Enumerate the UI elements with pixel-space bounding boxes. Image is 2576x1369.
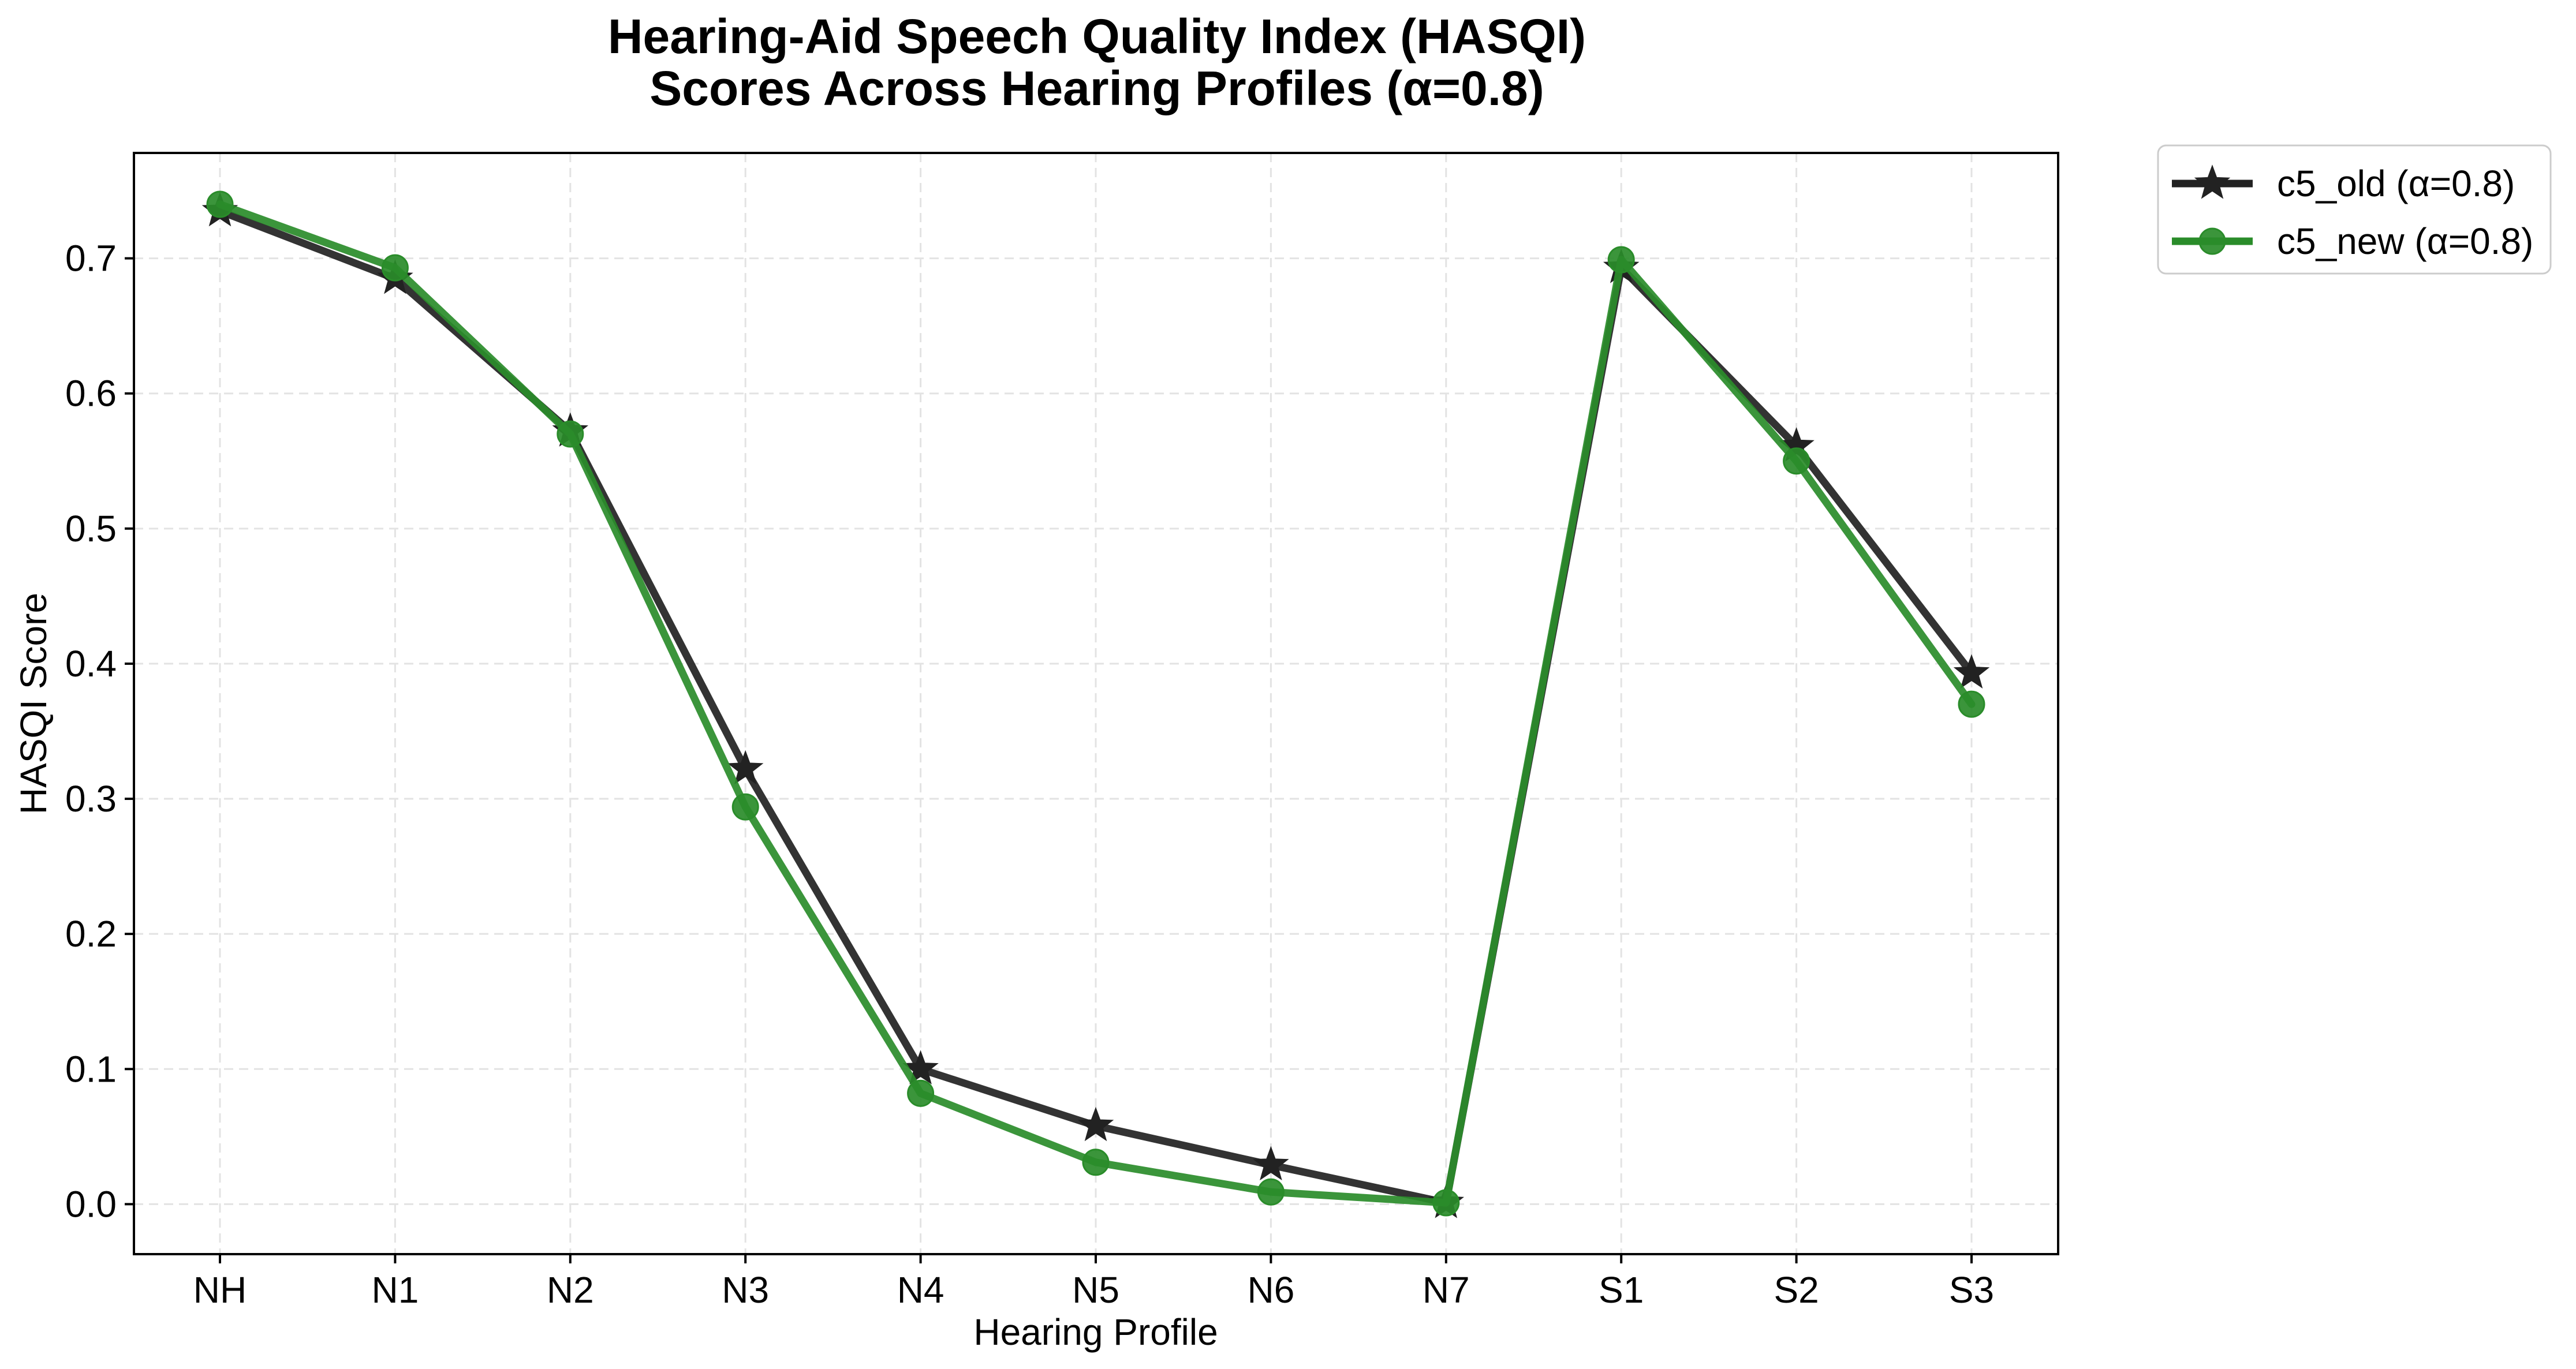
y-tick-label: 0.1 [65, 1048, 117, 1090]
legend: c5_old (α=0.8) c5_new (α=0.8) [2157, 144, 2552, 275]
x-tick-label: S1 [1599, 1269, 1644, 1311]
x-tick-label: S2 [1774, 1269, 1819, 1311]
y-tick-label: 0.0 [65, 1183, 117, 1225]
series-lines [201, 190, 1990, 1218]
x-axis-label: Hearing Profile [973, 1311, 1218, 1353]
y-tick-label: 0.4 [65, 643, 117, 684]
x-tick-label: N2 [547, 1269, 594, 1311]
x-tick-label: NH [193, 1269, 247, 1311]
series-star [201, 192, 1990, 1218]
data-point-star [1953, 654, 1990, 689]
legend-box [2157, 144, 2552, 275]
x-tick-label: N3 [722, 1269, 769, 1311]
legend-marker-circle [2198, 227, 2226, 255]
y-tick-label: 0.5 [65, 508, 117, 549]
data-point-circle [1257, 1178, 1285, 1206]
x-tick-label: N6 [1247, 1269, 1294, 1311]
x-tick-label: S3 [1949, 1269, 1994, 1311]
data-point-star [902, 1050, 939, 1084]
data-point-circle [557, 420, 584, 448]
data-point-circle [206, 190, 234, 218]
x-tick-label: N1 [371, 1269, 419, 1311]
legend-label: c5_old (α=0.8) [2277, 163, 2515, 204]
data-point-circle [1607, 246, 1635, 274]
y-tick-label: 0.6 [65, 373, 117, 414]
data-point-circle [907, 1079, 935, 1107]
data-point-circle [1082, 1149, 1110, 1176]
y-tick-label: 0.7 [65, 238, 117, 279]
data-point-star [1077, 1106, 1114, 1142]
series-circle [206, 190, 1985, 1217]
data-point-circle [381, 254, 409, 282]
legend-label: c5_new (α=0.8) [2277, 220, 2533, 262]
data-point-circle [731, 793, 759, 821]
y-axis-label: HASQI Score [13, 593, 54, 814]
x-tick-label: N4 [897, 1269, 944, 1311]
data-point-star [1253, 1146, 1289, 1181]
data-point-circle [1958, 690, 1985, 718]
chart-title-line2: Scores Across Hearing Profiles (α=0.8) [649, 61, 1544, 115]
x-tick-label: N5 [1072, 1269, 1119, 1311]
grid-lines [134, 153, 2058, 1254]
data-point-circle [1432, 1189, 1460, 1217]
data-point-circle [1783, 447, 1810, 475]
y-tick-label: 0.3 [65, 778, 117, 820]
data-point-star [727, 750, 764, 785]
x-tick-label: N7 [1423, 1269, 1470, 1311]
y-tick-label: 0.2 [65, 913, 117, 955]
chart-title-line1: Hearing-Aid Speech Quality Index (HASQI) [608, 9, 1586, 63]
axis-ticks: NH N1 N2 N3 N4 N5 N6 N7 S1 S2 S3 0.0 0.1 0.2 0.3 0.4 0.5… [65, 238, 1994, 1311]
legend-marker-star [2194, 164, 2231, 199]
